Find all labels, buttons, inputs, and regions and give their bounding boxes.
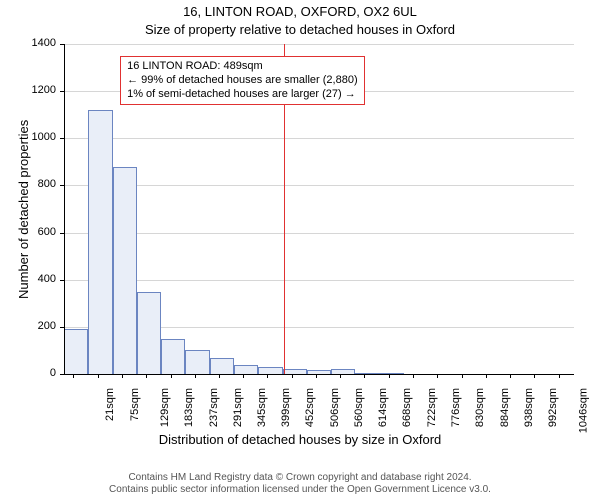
x-tick-mark — [195, 374, 196, 378]
x-tick-label: 129sqm — [159, 388, 171, 427]
gridline — [64, 44, 574, 45]
x-tick-mark — [486, 374, 487, 378]
footer-line-2: Contains public sector information licen… — [0, 484, 600, 496]
gridline — [64, 138, 574, 139]
y-axis-line — [64, 44, 65, 374]
chart-container: { "titles": { "address": "16, LINTON ROA… — [0, 0, 600, 500]
x-tick-label: 992sqm — [547, 388, 559, 427]
annotation-box: 16 LINTON ROAD: 489sqm← 99% of detached … — [120, 56, 365, 105]
x-tick-label: 722sqm — [426, 388, 438, 427]
gridline — [64, 280, 574, 281]
x-tick-mark — [413, 374, 414, 378]
x-tick-label: 345sqm — [256, 388, 268, 427]
x-tick-label: 668sqm — [402, 388, 414, 427]
x-tick-label: 237sqm — [208, 388, 220, 427]
y-tick-label: 1400 — [24, 37, 56, 49]
footer-line-1: Contains HM Land Registry data © Crown c… — [0, 472, 600, 484]
histogram-bar — [137, 292, 161, 375]
y-tick-label: 1200 — [24, 84, 56, 96]
x-tick-label: 614sqm — [377, 388, 389, 427]
x-axis-label: Distribution of detached houses by size … — [0, 432, 600, 447]
histogram-bar — [88, 110, 112, 374]
x-tick-label: 506sqm — [329, 388, 341, 427]
x-tick-label: 21sqm — [104, 388, 116, 421]
histogram-bar — [185, 350, 209, 374]
chart-title-subtitle: Size of property relative to detached ho… — [0, 22, 600, 37]
x-tick-label: 938sqm — [523, 388, 535, 427]
gridline — [64, 233, 574, 234]
x-tick-mark — [340, 374, 341, 378]
histogram-bar — [210, 358, 234, 375]
y-tick-label: 0 — [24, 367, 56, 379]
x-tick-label: 1046sqm — [578, 388, 590, 433]
x-tick-mark — [292, 374, 293, 378]
y-tick-label: 200 — [24, 320, 56, 332]
x-tick-label: 776sqm — [450, 388, 462, 427]
footer: Contains HM Land Registry data © Crown c… — [0, 472, 600, 496]
x-axis-line — [64, 374, 574, 375]
x-tick-mark — [73, 374, 74, 378]
x-tick-mark — [171, 374, 172, 378]
y-tick-label: 800 — [24, 178, 56, 190]
x-tick-mark — [316, 374, 317, 378]
x-tick-mark — [98, 374, 99, 378]
x-tick-label: 560sqm — [353, 388, 365, 427]
gridline — [64, 185, 574, 186]
x-tick-mark — [122, 374, 123, 378]
x-tick-mark — [559, 374, 560, 378]
x-tick-label: 75sqm — [129, 388, 141, 421]
x-tick-mark — [219, 374, 220, 378]
y-tick-label: 400 — [24, 273, 56, 285]
x-tick-mark — [389, 374, 390, 378]
annotation-line: ← 99% of detached houses are smaller (2,… — [127, 74, 358, 88]
histogram-bar — [234, 365, 258, 374]
histogram-bar — [113, 167, 137, 374]
x-tick-mark — [243, 374, 244, 378]
x-tick-mark — [146, 374, 147, 378]
histogram-bar — [258, 367, 282, 374]
annotation-line: 16 LINTON ROAD: 489sqm — [127, 60, 358, 74]
x-tick-mark — [534, 374, 535, 378]
y-tick-label: 1000 — [24, 131, 56, 143]
x-tick-mark — [267, 374, 268, 378]
x-tick-label: 830sqm — [474, 388, 486, 427]
histogram-bar — [161, 339, 185, 374]
x-tick-label: 291sqm — [232, 388, 244, 427]
x-tick-mark — [364, 374, 365, 378]
x-tick-label: 884sqm — [499, 388, 511, 427]
chart-title-address: 16, LINTON ROAD, OXFORD, OX2 6UL — [0, 4, 600, 19]
x-tick-mark — [462, 374, 463, 378]
x-tick-label: 452sqm — [304, 388, 316, 427]
x-tick-mark — [437, 374, 438, 378]
annotation-line: 1% of semi-detached houses are larger (2… — [127, 88, 358, 102]
histogram-bar — [64, 329, 88, 374]
x-tick-mark — [510, 374, 511, 378]
y-tick-label: 600 — [24, 226, 56, 238]
x-tick-label: 399sqm — [281, 388, 293, 427]
x-tick-label: 183sqm — [183, 388, 195, 427]
